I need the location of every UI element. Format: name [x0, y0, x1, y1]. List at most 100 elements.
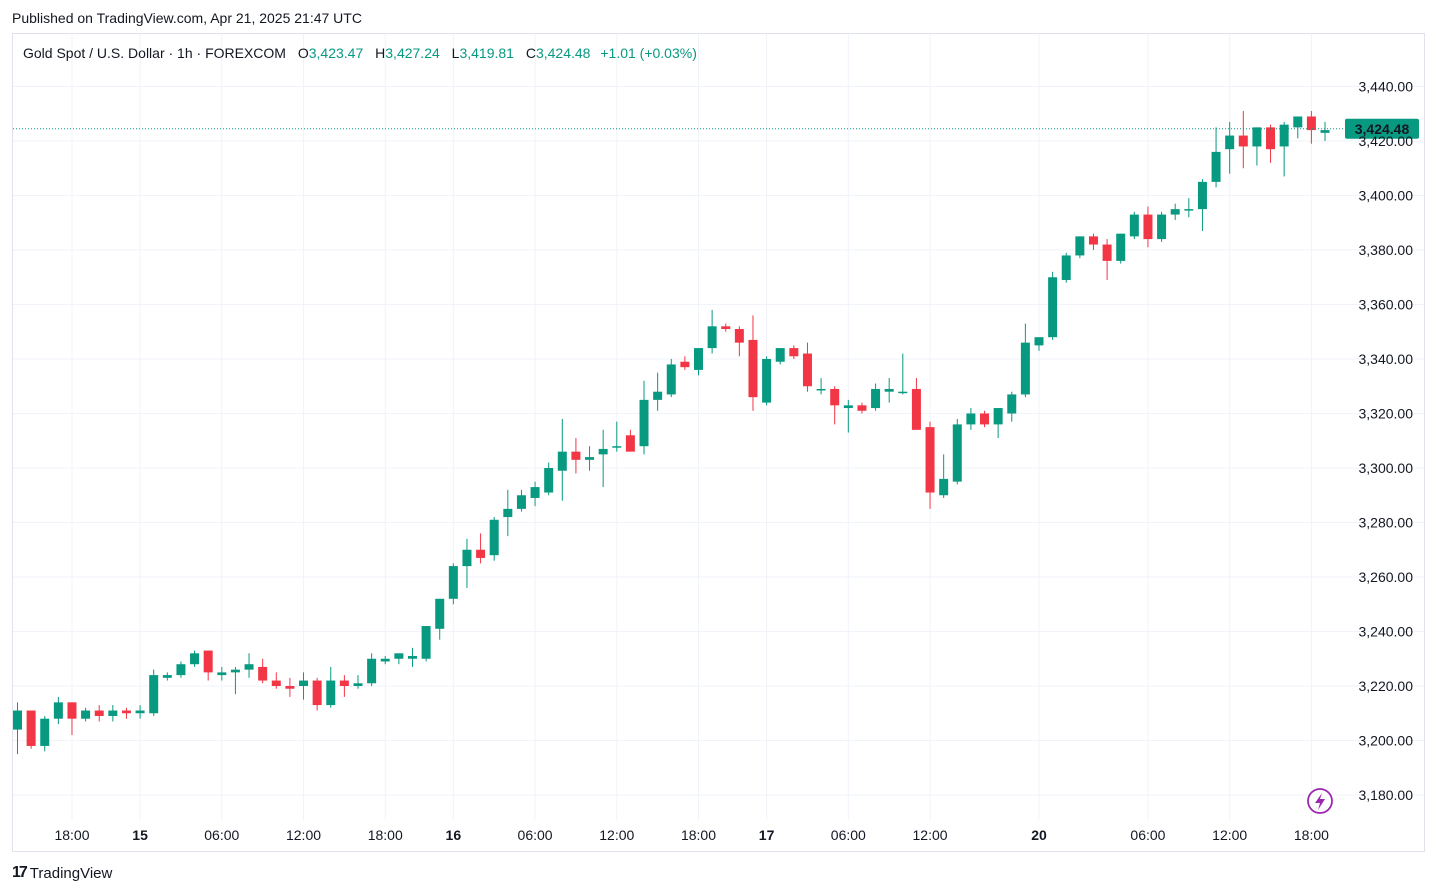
candle-body [571, 451, 581, 460]
x-tick-label: 06:00 [204, 827, 239, 843]
x-tick-label: 06:00 [518, 827, 553, 843]
candle-body [476, 549, 486, 558]
candle-body [1266, 127, 1276, 150]
y-tick-label: 3,440.00 [1359, 79, 1414, 95]
candle-body [775, 348, 785, 362]
candle-body [230, 669, 240, 673]
open-label: O [297, 45, 309, 61]
candle-body [1007, 394, 1017, 414]
candle-body [1116, 233, 1126, 261]
x-axis: 18:00 15 06:00 12:00 18:00 16 06:00 12:00 18:00 1… [54, 827, 1329, 843]
published-line: Published on TradingView.com, Apr 21, 20… [12, 10, 362, 26]
candle-body [203, 650, 213, 673]
candle-body [544, 468, 554, 493]
y-tick-label: 3,400.00 [1359, 188, 1414, 204]
candle-body [789, 348, 799, 357]
x-tick-label: 20 [1031, 827, 1047, 843]
candle-body [884, 388, 894, 392]
candle-body [108, 710, 118, 716]
candle-body [639, 399, 649, 447]
last-price-badge [1345, 118, 1419, 139]
candle-body [748, 339, 758, 398]
candle-body [380, 658, 390, 662]
x-tick-label: 06:00 [1130, 827, 1165, 843]
brand-name: TradingView [29, 864, 113, 882]
y-tick-label: 3,420.00 [1359, 133, 1414, 149]
x-tick-label: 12:00 [1212, 827, 1247, 843]
candle-body [190, 653, 200, 665]
candle-body [435, 598, 445, 629]
x-tick-label: 18:00 [368, 827, 403, 843]
candle-body [952, 424, 962, 482]
tradingview-logo-icon: 17 [12, 864, 28, 881]
candle-body [1088, 236, 1098, 245]
x-tick-label: 17 [759, 827, 775, 843]
candle-body [1143, 214, 1153, 240]
candle-body [516, 495, 526, 509]
candle-body [1293, 116, 1303, 128]
candle-body [898, 391, 908, 394]
x-tick-label: 12:00 [599, 827, 634, 843]
lightning-icon[interactable] [1307, 788, 1333, 814]
candle-body [285, 686, 295, 689]
candle-body [857, 405, 867, 411]
candle-body [394, 653, 404, 659]
candle-body [993, 408, 1003, 425]
candle-body [217, 672, 227, 676]
candle-body [1211, 151, 1221, 182]
candle-body [149, 675, 159, 714]
candle-body [694, 348, 703, 370]
candle-body [176, 664, 186, 676]
candle-body [966, 413, 976, 425]
candle-body [802, 353, 812, 387]
candle-body [843, 405, 853, 409]
candle-body [121, 710, 131, 714]
candle-body [1184, 209, 1194, 211]
change-value: +1.01 (+0.03%) [600, 45, 697, 61]
candle-body [980, 413, 990, 425]
candle-body [367, 658, 377, 684]
candle-body [258, 666, 268, 681]
candle-body [585, 457, 595, 460]
candle-body [625, 435, 635, 452]
candle-body [1197, 181, 1207, 210]
candle-body [653, 391, 663, 400]
close-value: 3,424.48 [535, 45, 591, 61]
candle-body [598, 448, 608, 455]
candle-body [925, 427, 935, 493]
candle-body [53, 702, 63, 719]
candle-body [871, 388, 881, 409]
x-tick-label: 12:00 [286, 827, 321, 843]
candle-body [1061, 255, 1071, 280]
candle-body [1075, 236, 1085, 256]
candle-body [13, 710, 22, 730]
symbol-title[interactable]: Gold Spot / U.S. Dollar · 1h · FOREXCOM [23, 45, 286, 61]
candle-body [939, 478, 949, 496]
y-tick-label: 3,320.00 [1359, 406, 1414, 422]
x-tick-label: 15 [132, 827, 148, 843]
y-tick-label: 3,260.00 [1359, 569, 1414, 585]
candle-body [67, 702, 77, 719]
candle-body [911, 388, 921, 430]
candle-body [530, 487, 540, 498]
candle-body [1129, 214, 1139, 237]
candles [13, 111, 1330, 755]
candle-body [26, 710, 36, 746]
y-axis: 3,180.00 3,200.00 3,220.00 3,240.00 3,260.00… [1359, 79, 1414, 804]
low-label: L [451, 45, 460, 61]
candle-body [734, 329, 744, 343]
candle-body [448, 566, 458, 599]
symbol-legend: Gold Spot / U.S. Dollar · 1h · FOREXCOM … [23, 45, 697, 61]
candle-body [421, 626, 431, 659]
y-tick-label: 3,280.00 [1359, 515, 1414, 531]
y-tick-label: 3,360.00 [1359, 297, 1414, 313]
candle-body [503, 508, 513, 518]
candle-body [666, 364, 676, 395]
low-value: 3,419.81 [459, 45, 514, 61]
y-tick-label: 3,200.00 [1359, 733, 1414, 749]
candle-body [326, 680, 336, 706]
candle-body [1306, 116, 1316, 131]
footer-brand[interactable]: 17 TradingView [12, 864, 112, 882]
x-tick-label: 12:00 [913, 827, 948, 843]
